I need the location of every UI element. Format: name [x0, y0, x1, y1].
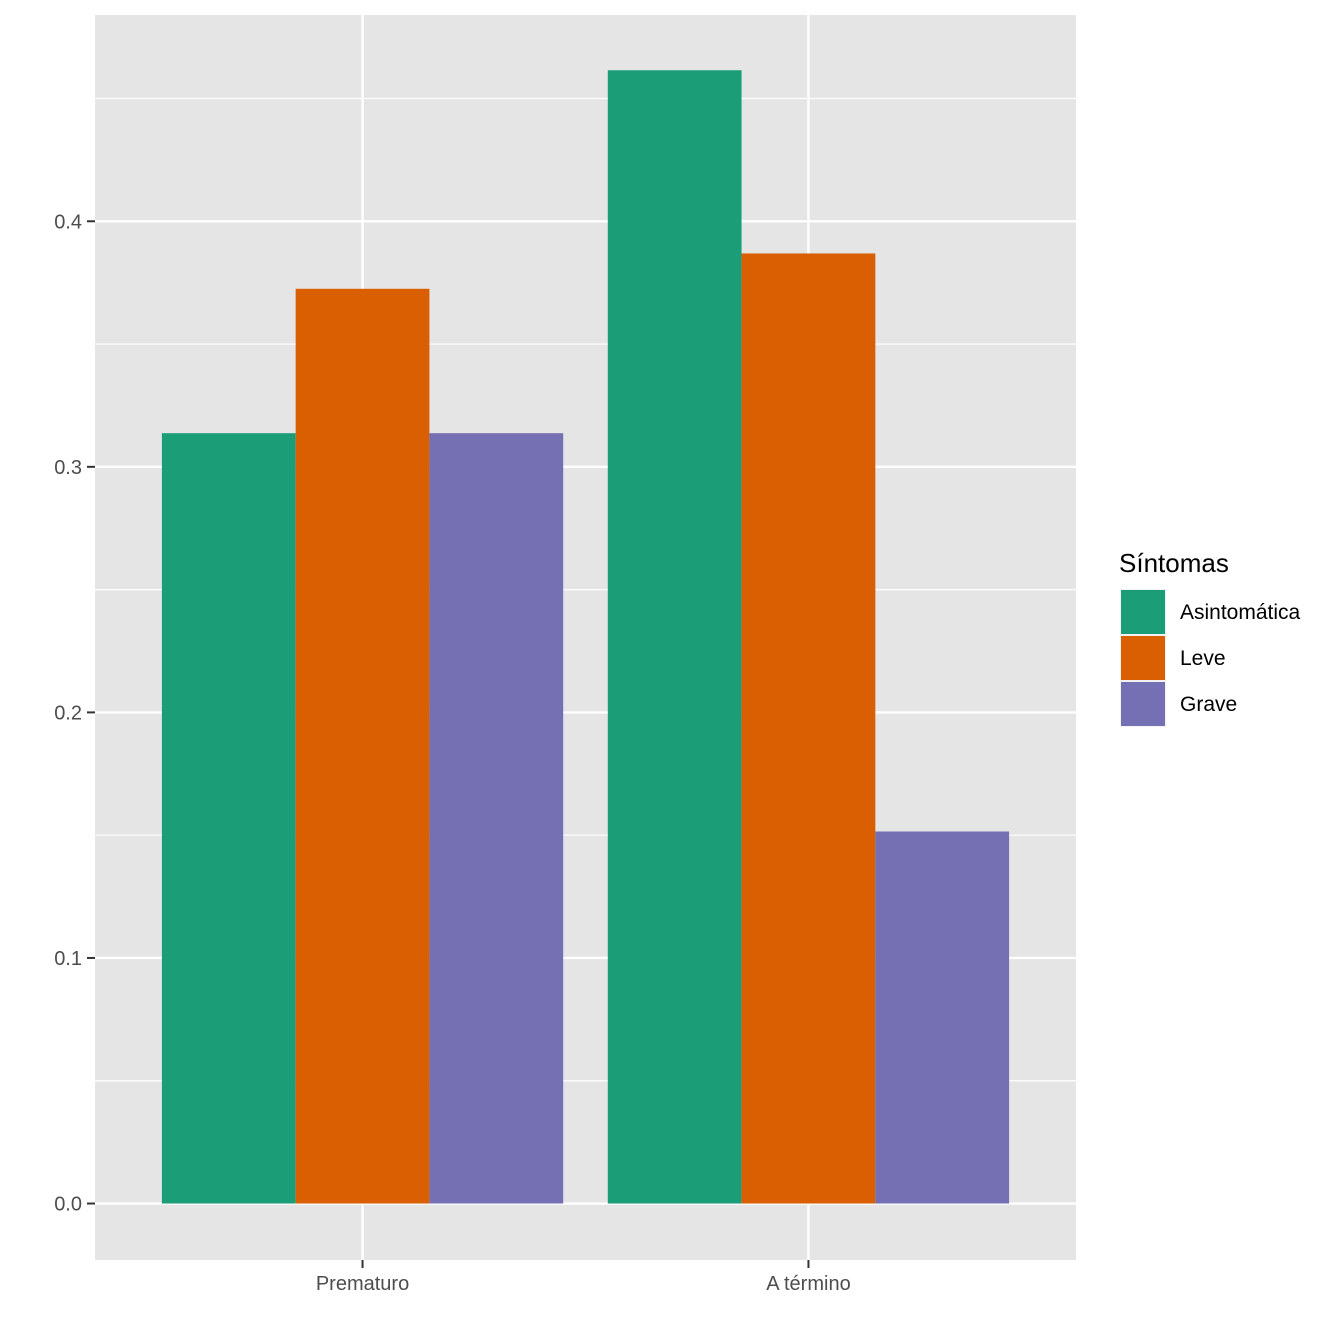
legend-title: Síntomas [1119, 548, 1229, 578]
y-tick-label: 0.0 [54, 1194, 82, 1216]
bar [429, 433, 564, 1204]
legend-label: Asintomática [1180, 601, 1301, 624]
bar [607, 70, 742, 1204]
legend-label: Grave [1180, 693, 1237, 716]
y-tick-label: 0.3 [54, 457, 82, 479]
legend-swatch [1121, 682, 1165, 726]
bar [741, 253, 876, 1204]
bars [161, 70, 1010, 1204]
y-tick-label: 0.4 [54, 211, 82, 233]
bar [875, 831, 1010, 1204]
x-tick-label: A término [766, 1273, 850, 1295]
legend-swatch [1121, 590, 1165, 634]
y-tick-label: 0.1 [54, 948, 82, 970]
legend-swatch [1121, 636, 1165, 680]
legend: Síntomas Asintomática Leve Grave [1119, 548, 1301, 727]
bar [161, 433, 296, 1204]
x-axis: Prematuro A término [316, 1260, 851, 1295]
x-tick-label: Prematuro [316, 1273, 409, 1295]
y-tick-label: 0.2 [54, 702, 82, 724]
bar [295, 288, 430, 1204]
y-axis: 0.0 0.1 0.2 0.3 0.4 [54, 211, 95, 1216]
legend-label: Leve [1180, 647, 1226, 670]
